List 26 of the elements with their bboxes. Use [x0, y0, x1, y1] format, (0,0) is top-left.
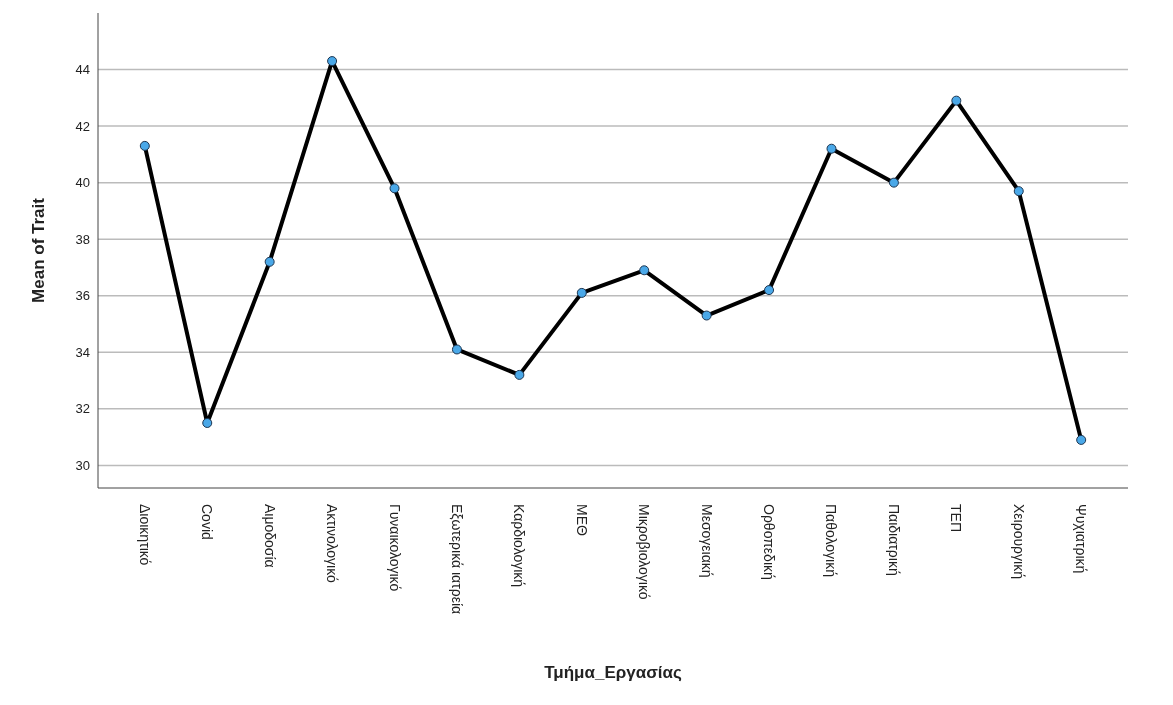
x-tick-label: Μεσογειακή — [698, 504, 715, 578]
y-tick-label: 32 — [75, 401, 90, 417]
x-axis-title: Τμήμα_Εργασίας — [544, 663, 682, 682]
x-tick-label: Γυναικολογικό — [386, 504, 403, 592]
x-tick-label: Αιμοδοσία — [261, 504, 278, 568]
x-tick-label: Εξωτερικά ιατρεία — [448, 504, 465, 615]
y-tick-label: 36 — [75, 288, 90, 304]
y-tick-label: 44 — [75, 62, 90, 78]
x-tick-label: Ακτινολογικό — [324, 504, 341, 584]
y-tick-label: 38 — [75, 231, 90, 247]
y-axis-title: Mean of Trait — [29, 197, 49, 303]
x-tick-label: Παθολογική — [823, 504, 840, 577]
x-tick-label: Ψυχιατρική — [1073, 504, 1090, 574]
x-tick-label: Καρδιολογική — [511, 504, 528, 588]
y-tick-label: 40 — [75, 175, 90, 191]
x-tick-label: Ορθοπεδική — [761, 504, 778, 580]
x-tick-label: Covid — [199, 504, 216, 540]
x-tick-label: Παιδιατρική — [885, 504, 902, 576]
x-tick-label: ΜΕΘ — [573, 504, 590, 536]
x-tick-label: Διοικητικό — [136, 504, 153, 566]
y-tick-label: 30 — [75, 458, 90, 473]
x-tick-label: Χειρουργική — [1010, 504, 1027, 579]
x-tick-label: Μικροβιολογικό — [636, 504, 653, 600]
y-tick-label: 34 — [75, 344, 90, 360]
x-tick-label: ΤΕΠ — [948, 504, 965, 532]
y-tick-label: 42 — [75, 118, 90, 134]
